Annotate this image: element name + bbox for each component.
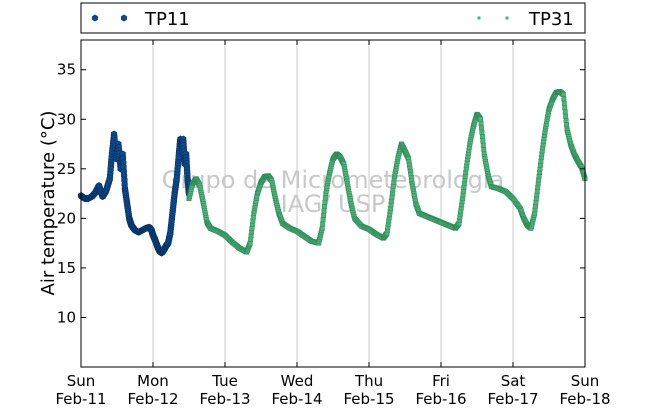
point-tp31-501	[480, 138, 486, 144]
legend-marker-tp11	[92, 14, 127, 22]
x-tick-date-6: Feb-17	[487, 390, 538, 408]
y-tick-label-3: 25	[57, 160, 76, 178]
point-tp31-652	[562, 109, 568, 115]
point-tp31-653	[563, 113, 569, 119]
point-tp31-649	[561, 96, 567, 102]
point-tp31-497	[478, 121, 484, 127]
watermark-line-1: Grupo de Micrometeorologia	[162, 166, 504, 194]
x-tick-date-3: Feb-14	[271, 390, 322, 408]
point-tp31-655	[564, 122, 569, 128]
point-tp31-222	[322, 199, 328, 205]
series-tp31	[186, 89, 588, 255]
point-tp31-654	[563, 118, 569, 123]
watermark: Grupo de Micrometeorologia IAG/ USP	[162, 166, 504, 218]
y-axis-title: Air temperature (°C)	[38, 111, 59, 296]
x-axis-ticks: SunFeb-11MonFeb-12TueFeb-13WedFeb-14ThuF…	[55, 40, 611, 408]
grid-lines	[152, 40, 514, 367]
x-tick-date-5: Feb-16	[415, 390, 466, 408]
point-tp31-219	[321, 212, 327, 218]
point-tp31-651	[562, 105, 568, 110]
y-tick-label-4: 30	[57, 110, 76, 128]
point-tp31-220	[321, 208, 327, 214]
point-tp31-502	[480, 142, 486, 148]
x-tick-day-2: Tue	[211, 372, 238, 390]
point-tp31-221	[322, 204, 327, 210]
legend-label-tp31: TP31	[528, 9, 574, 30]
point-tp31-650	[561, 100, 567, 106]
legend-hexagon-0	[92, 14, 98, 22]
point-tp31-503	[481, 147, 487, 153]
point-tp31-218	[320, 217, 326, 223]
point-tp31-223	[322, 195, 328, 201]
legend-hexagon-1	[121, 14, 127, 22]
point-tp31-217	[320, 221, 326, 227]
point-tp31-496	[478, 116, 484, 122]
plot-frame	[80, 39, 586, 368]
legend-square-1	[505, 16, 509, 20]
y-tick-label-5: 35	[57, 61, 76, 79]
x-tick-day-7: Sun	[571, 372, 600, 390]
point-tp31-498	[479, 125, 484, 131]
data-series	[77, 89, 588, 257]
x-tick-day-0: Sun	[67, 372, 96, 390]
point-tp31-500	[479, 134, 485, 140]
legend-square-0	[477, 16, 481, 20]
legend: TP11 TP31	[80, 2, 586, 34]
y-tick-label-0: 10	[57, 308, 76, 326]
y-tick-label-2: 20	[57, 209, 76, 227]
x-tick-day-3: Wed	[281, 372, 314, 390]
point-tp31-216	[319, 225, 325, 231]
legend-marker-tp31	[477, 16, 509, 20]
legend-label-tp11: TP11	[144, 9, 190, 30]
x-tick-day-4: Thu	[354, 372, 383, 390]
y-tick-label-1: 15	[57, 259, 76, 277]
x-tick-date-2: Feb-13	[199, 390, 250, 408]
x-tick-day-1: Mon	[137, 372, 169, 390]
series-tp11	[77, 130, 194, 257]
legend-frame	[80, 2, 586, 34]
x-tick-date-0: Feb-11	[55, 390, 106, 408]
x-tick-day-6: Sat	[501, 372, 526, 390]
x-tick-date-7: Feb-18	[559, 390, 610, 408]
x-tick-date-1: Feb-12	[127, 390, 178, 408]
point-tp31-499	[479, 129, 485, 135]
x-tick-day-5: Fri	[432, 372, 450, 390]
x-tick-date-4: Feb-15	[343, 390, 394, 408]
point-tp31-648	[560, 92, 566, 97]
y-axis-ticks: 10 15 20 25 30 35	[57, 61, 585, 326]
watermark-line-2: IAG/ USP	[281, 190, 386, 218]
